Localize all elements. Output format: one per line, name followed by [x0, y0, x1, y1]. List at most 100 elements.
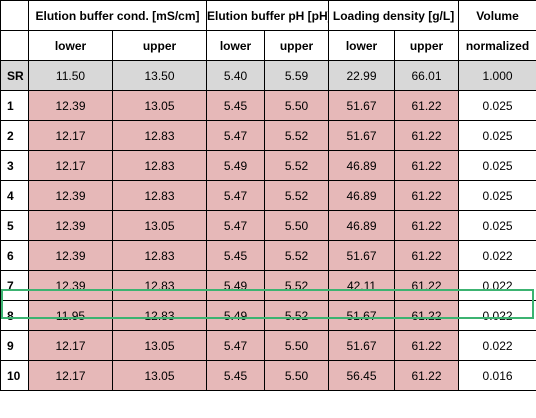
sub-header-row: lower upper lower upper lower upper norm… [0, 30, 536, 61]
table-cell: 0.025 [458, 210, 536, 241]
table-cell: 51.67 [328, 90, 396, 121]
table-row: 5 12.39 13.05 5.47 5.50 46.89 61.22 0.025 [0, 210, 536, 241]
table-cell: 5.50 [263, 90, 330, 121]
table-cell: 11.50 [28, 60, 113, 91]
table-cell: 5.52 [263, 240, 330, 271]
table-cell: 5.47 [206, 120, 265, 151]
table-cell: 5.50 [263, 210, 330, 241]
table-cell: 66.01 [394, 60, 460, 91]
table-cell: 5.52 [263, 300, 330, 331]
table-cell: 0.022 [458, 300, 536, 331]
table-cell: 5.52 [263, 270, 330, 301]
table-cell: 61.22 [394, 180, 460, 211]
table-cell: 61.22 [394, 330, 460, 361]
table-cell: 5.45 [206, 240, 265, 271]
table-row: 3 12.17 12.83 5.49 5.52 46.89 61.22 0.025 [0, 150, 536, 181]
row-label: 9 [0, 330, 29, 361]
table-cell: 12.17 [28, 360, 113, 391]
header-elution-ph: Elution buffer pH [pH] [205, 0, 330, 31]
table-cell: 12.39 [28, 270, 113, 301]
header-volume: Volume [458, 0, 536, 31]
table-cell: 5.52 [263, 150, 330, 181]
table-cell: 12.39 [28, 210, 113, 241]
table-row: 8 11.95 12.83 5.49 5.52 51.67 61.22 0.022 [0, 300, 536, 331]
table-row: 7 12.39 12.83 5.49 5.52 42.11 61.22 0.022 [0, 270, 536, 301]
row-label: 4 [0, 180, 29, 211]
table-cell: 61.22 [394, 300, 460, 331]
table-cell: 5.52 [263, 180, 330, 211]
subheader-density-lower: lower [328, 30, 396, 61]
table-cell: 0.025 [458, 180, 536, 211]
table-cell: 46.89 [328, 210, 396, 241]
table-cell: 0.016 [458, 360, 536, 391]
table-cell: 0.022 [458, 270, 536, 301]
table-row: 10 12.17 13.05 5.45 5.50 56.45 61.22 0.016 [0, 360, 536, 391]
table-cell: 56.45 [328, 360, 396, 391]
table-row: 1 12.39 13.05 5.45 5.50 51.67 61.22 0.025 [0, 90, 536, 121]
table-cell: 61.22 [394, 240, 460, 271]
table-cell: 13.05 [112, 90, 207, 121]
table-cell: 11.95 [28, 300, 113, 331]
table-cell: 12.83 [112, 180, 207, 211]
table-row: 6 12.39 12.83 5.45 5.52 51.67 61.22 0.022 [0, 240, 536, 271]
table-cell: 5.49 [206, 270, 265, 301]
table-cell: 61.22 [394, 210, 460, 241]
table-cell: 51.67 [328, 240, 396, 271]
table-cell: 51.67 [328, 120, 396, 151]
subheader-ph-lower: lower [206, 30, 265, 61]
table-cell: 5.45 [206, 360, 265, 391]
row-label: 7 [0, 270, 29, 301]
table-cell: 13.50 [112, 60, 207, 91]
group-header-row: Elution buffer cond. [mS/cm] Elution buf… [0, 0, 536, 31]
row-label: SR [0, 60, 29, 91]
table-cell: 61.22 [394, 90, 460, 121]
table-cell: 0.025 [458, 150, 536, 181]
table-cell: 12.83 [112, 150, 207, 181]
subheader-ph-upper: upper [263, 30, 330, 61]
table-cell: 51.67 [328, 300, 396, 331]
table-cell: 5.59 [263, 60, 330, 91]
table-cell: 12.17 [28, 330, 113, 361]
row-label: 6 [0, 240, 29, 271]
table-body: SR 11.50 13.50 5.40 5.59 22.99 66.01 1.000 1 12.3… [0, 60, 536, 391]
table-cell: 13.05 [112, 210, 207, 241]
table-row: 2 12.17 12.83 5.47 5.52 51.67 61.22 0.025 [0, 120, 536, 151]
table-cell: 5.45 [206, 90, 265, 121]
table-cell: 5.49 [206, 300, 265, 331]
table-cell: 51.67 [328, 330, 396, 361]
table-cell: 61.22 [394, 120, 460, 151]
table-cell: 5.52 [263, 120, 330, 151]
table-cell: 22.99 [328, 60, 396, 91]
subheader-density-upper: upper [394, 30, 460, 61]
table-cell: 0.022 [458, 330, 536, 361]
header-loading-density: Loading density [g/L] [328, 0, 460, 31]
row-label: 1 [0, 90, 29, 121]
table-cell: 5.50 [263, 360, 330, 391]
table-row: 4 12.39 12.83 5.47 5.52 46.89 61.22 0.025 [0, 180, 536, 211]
table-cell: 12.17 [28, 150, 113, 181]
table-row: SR 11.50 13.50 5.40 5.59 22.99 66.01 1.000 [0, 60, 536, 91]
table-cell: 1.000 [458, 60, 536, 91]
row-label: 5 [0, 210, 29, 241]
table-cell: 5.50 [263, 330, 330, 361]
table-row: 9 12.17 13.05 5.47 5.50 51.67 61.22 0.022 [0, 330, 536, 361]
table-cell: 12.39 [28, 180, 113, 211]
corner-cell [0, 0, 29, 31]
subheader-volume-normalized: normalized [458, 30, 536, 61]
table-cell: 12.83 [112, 120, 207, 151]
subheader-cond-upper: upper [112, 30, 207, 61]
table-cell: 12.39 [28, 90, 113, 121]
table-cell: 13.05 [112, 360, 207, 391]
subheader-cond-lower: lower [28, 30, 113, 61]
table-cell: 5.47 [206, 330, 265, 361]
row-label: 2 [0, 120, 29, 151]
corner-cell [0, 30, 29, 61]
table-cell: 46.89 [328, 180, 396, 211]
table-cell: 5.49 [206, 150, 265, 181]
table-cell: 0.025 [458, 120, 536, 151]
table-cell: 5.47 [206, 180, 265, 211]
table-cell: 12.17 [28, 120, 113, 151]
row-label: 3 [0, 150, 29, 181]
table-cell: 0.025 [458, 90, 536, 121]
